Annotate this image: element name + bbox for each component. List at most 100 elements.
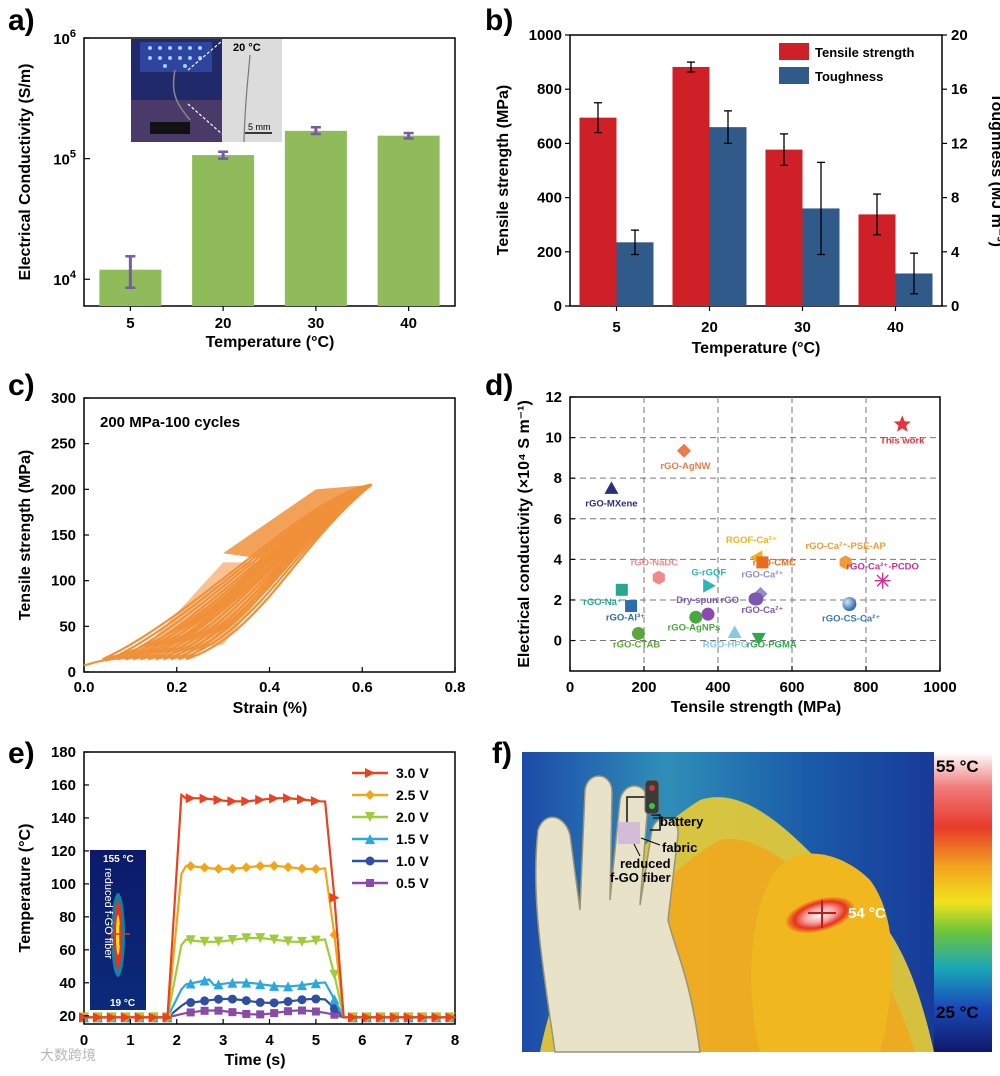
bar-b-toughness-20 xyxy=(709,127,747,306)
point-label-d-6: rGO-CMC xyxy=(753,557,796,568)
ytick-label-e-100: 100 xyxy=(51,876,76,893)
marker-e-4-24 xyxy=(200,996,210,1006)
chart-f-fiber-label-1: reduced xyxy=(620,856,671,871)
point-d-9-stroke-3 xyxy=(876,574,889,587)
marker-e-0-51 xyxy=(329,892,340,903)
marker-e-0-72 xyxy=(431,1012,442,1023)
marker-e-2-30 xyxy=(227,934,238,945)
chart-f-hotspot-label: 54 °C xyxy=(848,905,886,922)
marker-e-0-66 xyxy=(403,1012,414,1023)
ytick-label-c-100: 100 xyxy=(51,573,76,590)
ytick-label-c-50: 50 xyxy=(59,618,76,635)
marker-e-0-75 xyxy=(445,1012,456,1023)
ytick-label-c-150: 150 xyxy=(51,527,76,544)
chart-e-inset-bottom: 19 °C xyxy=(110,998,135,1009)
marker-e-3-36 xyxy=(255,979,266,990)
ytick2-label-b-12: 12 xyxy=(951,135,968,152)
marker-e-0-24 xyxy=(199,793,210,804)
marker-e-5-36 xyxy=(256,1010,265,1019)
chart-a-ylabel: Electrical Conductivity (S/m) xyxy=(17,64,34,281)
ytick-label-e-120: 120 xyxy=(51,843,76,860)
point-d-19 xyxy=(751,632,766,646)
point-label-d-3: RGOF-Ca²⁺ xyxy=(726,535,777,546)
xtick-label-e-4: 4 xyxy=(265,1032,274,1049)
point-label-d-5: rGO-NaDC xyxy=(631,557,679,568)
ytick-label-e-40: 40 xyxy=(59,975,76,992)
chart-c: 0.0 0.2 0.4 0.6 0.8 0 50 100 150 200 250 300 200 M… xyxy=(17,390,465,717)
point-d-0 xyxy=(893,415,911,432)
ytick2-label-b-0: 0 xyxy=(951,298,959,315)
xtick-label-e-6: 6 xyxy=(358,1032,366,1049)
marker-e-5-42 xyxy=(284,1007,293,1016)
chart-a: 5 20 30 40 104 105 106 Temperature (°C) Elect… xyxy=(17,28,456,351)
ytick-label-b-0: 0 xyxy=(554,298,562,315)
marker-e-0-54 xyxy=(347,1012,358,1023)
marker-e-3-51 xyxy=(329,994,340,1005)
xtick-label-c-0.0: 0.0 xyxy=(74,679,95,696)
chart-b-xlabel: Temperature (°C) xyxy=(692,340,821,357)
ytick2-label-b-4: 4 xyxy=(951,244,960,261)
marker-e-3-24 xyxy=(199,975,210,986)
loop-fill-c xyxy=(223,484,372,563)
ytick-label-e-160: 160 xyxy=(51,777,76,794)
point-label-d-12: Dry-spun rGO xyxy=(676,595,739,606)
xtick-label-a-20: 20 xyxy=(215,315,232,332)
ytick2-label-b-16: 16 xyxy=(951,81,968,98)
marker-e-4-30 xyxy=(227,994,237,1004)
legend-label-e-4: 1.0 V xyxy=(396,853,429,869)
chart-b-ylabel: Tensile strength (MPa) xyxy=(495,85,512,255)
marker-e-3-48 xyxy=(310,978,321,989)
marker-e-2-48 xyxy=(310,935,321,946)
point-d-4 xyxy=(839,555,852,570)
point-d-13 xyxy=(750,592,764,606)
marker-e-0-60 xyxy=(375,1012,386,1023)
marker-e-1-27 xyxy=(213,863,224,874)
ytick-label-e-60: 60 xyxy=(59,942,76,959)
thermal-image-f xyxy=(522,752,992,1053)
watermark: 大数跨境 xyxy=(40,1047,96,1063)
chart-c-xlabel: Strain (%) xyxy=(233,700,308,717)
point-d-2 xyxy=(604,481,619,494)
ytick-label-e-140: 140 xyxy=(51,810,76,827)
marker-e-0-48 xyxy=(310,795,321,806)
marker-e-2-45 xyxy=(296,936,307,947)
marker-e-4-36 xyxy=(255,997,265,1007)
ytick-label-d-6: 6 xyxy=(554,511,562,528)
marker-e-0-15 xyxy=(148,1012,159,1023)
marker-e-0-27 xyxy=(213,795,224,806)
marker-e-5-27 xyxy=(214,1006,223,1015)
chart-a-frame xyxy=(83,37,456,307)
marker-e-0-30 xyxy=(227,796,238,807)
legend-marker-e-2 xyxy=(365,812,375,822)
chart-c-ylabel: Tensile strength (MPa) xyxy=(17,450,34,620)
xtick-label-a-40: 40 xyxy=(400,315,417,332)
panel-label-c: c) xyxy=(8,369,35,402)
point-d-9 xyxy=(874,572,891,589)
series-markers-e-0 xyxy=(79,793,456,1023)
legend-swatch-tensile xyxy=(779,43,809,60)
point-label-d-11: rGO-Al³⁺ xyxy=(606,612,645,623)
xtick-label-a-5: 5 xyxy=(126,315,134,332)
xtick-label-d-400: 400 xyxy=(705,679,730,696)
chart-d-xlabel: Tensile strength (MPa) xyxy=(671,699,841,716)
ytick-label-b-400: 400 xyxy=(537,190,562,207)
marker-e-0-63 xyxy=(389,1012,400,1023)
point-label-d-13: rGO-Ca²⁺ xyxy=(741,605,783,616)
ytick-label-a-6: 106 xyxy=(53,28,76,48)
ytick-label-b-800: 800 xyxy=(537,81,562,98)
point-label-d-10: rGO-Na⁺ xyxy=(583,597,622,608)
marker-e-0-42 xyxy=(283,793,294,804)
color-scale xyxy=(934,752,992,1052)
marker-e-1-21 xyxy=(185,861,196,872)
point-label-d-9: rGO-Ca²⁺-PCDO xyxy=(846,562,919,573)
panel-label-e: e) xyxy=(8,737,35,770)
marker-e-5-21 xyxy=(186,1008,195,1017)
legend-label-toughness: Toughness xyxy=(815,69,883,84)
ytick-label-a-4: 104 xyxy=(53,269,77,289)
xtick-label-c-0.4: 0.4 xyxy=(259,679,281,696)
chart-d-ylabel: Electrical conductivity (×10⁴ S m⁻¹) xyxy=(516,400,533,668)
marker-e-3-42 xyxy=(283,981,294,992)
point-label-d-0: This work xyxy=(880,436,925,447)
marker-e-2-36 xyxy=(255,933,266,944)
